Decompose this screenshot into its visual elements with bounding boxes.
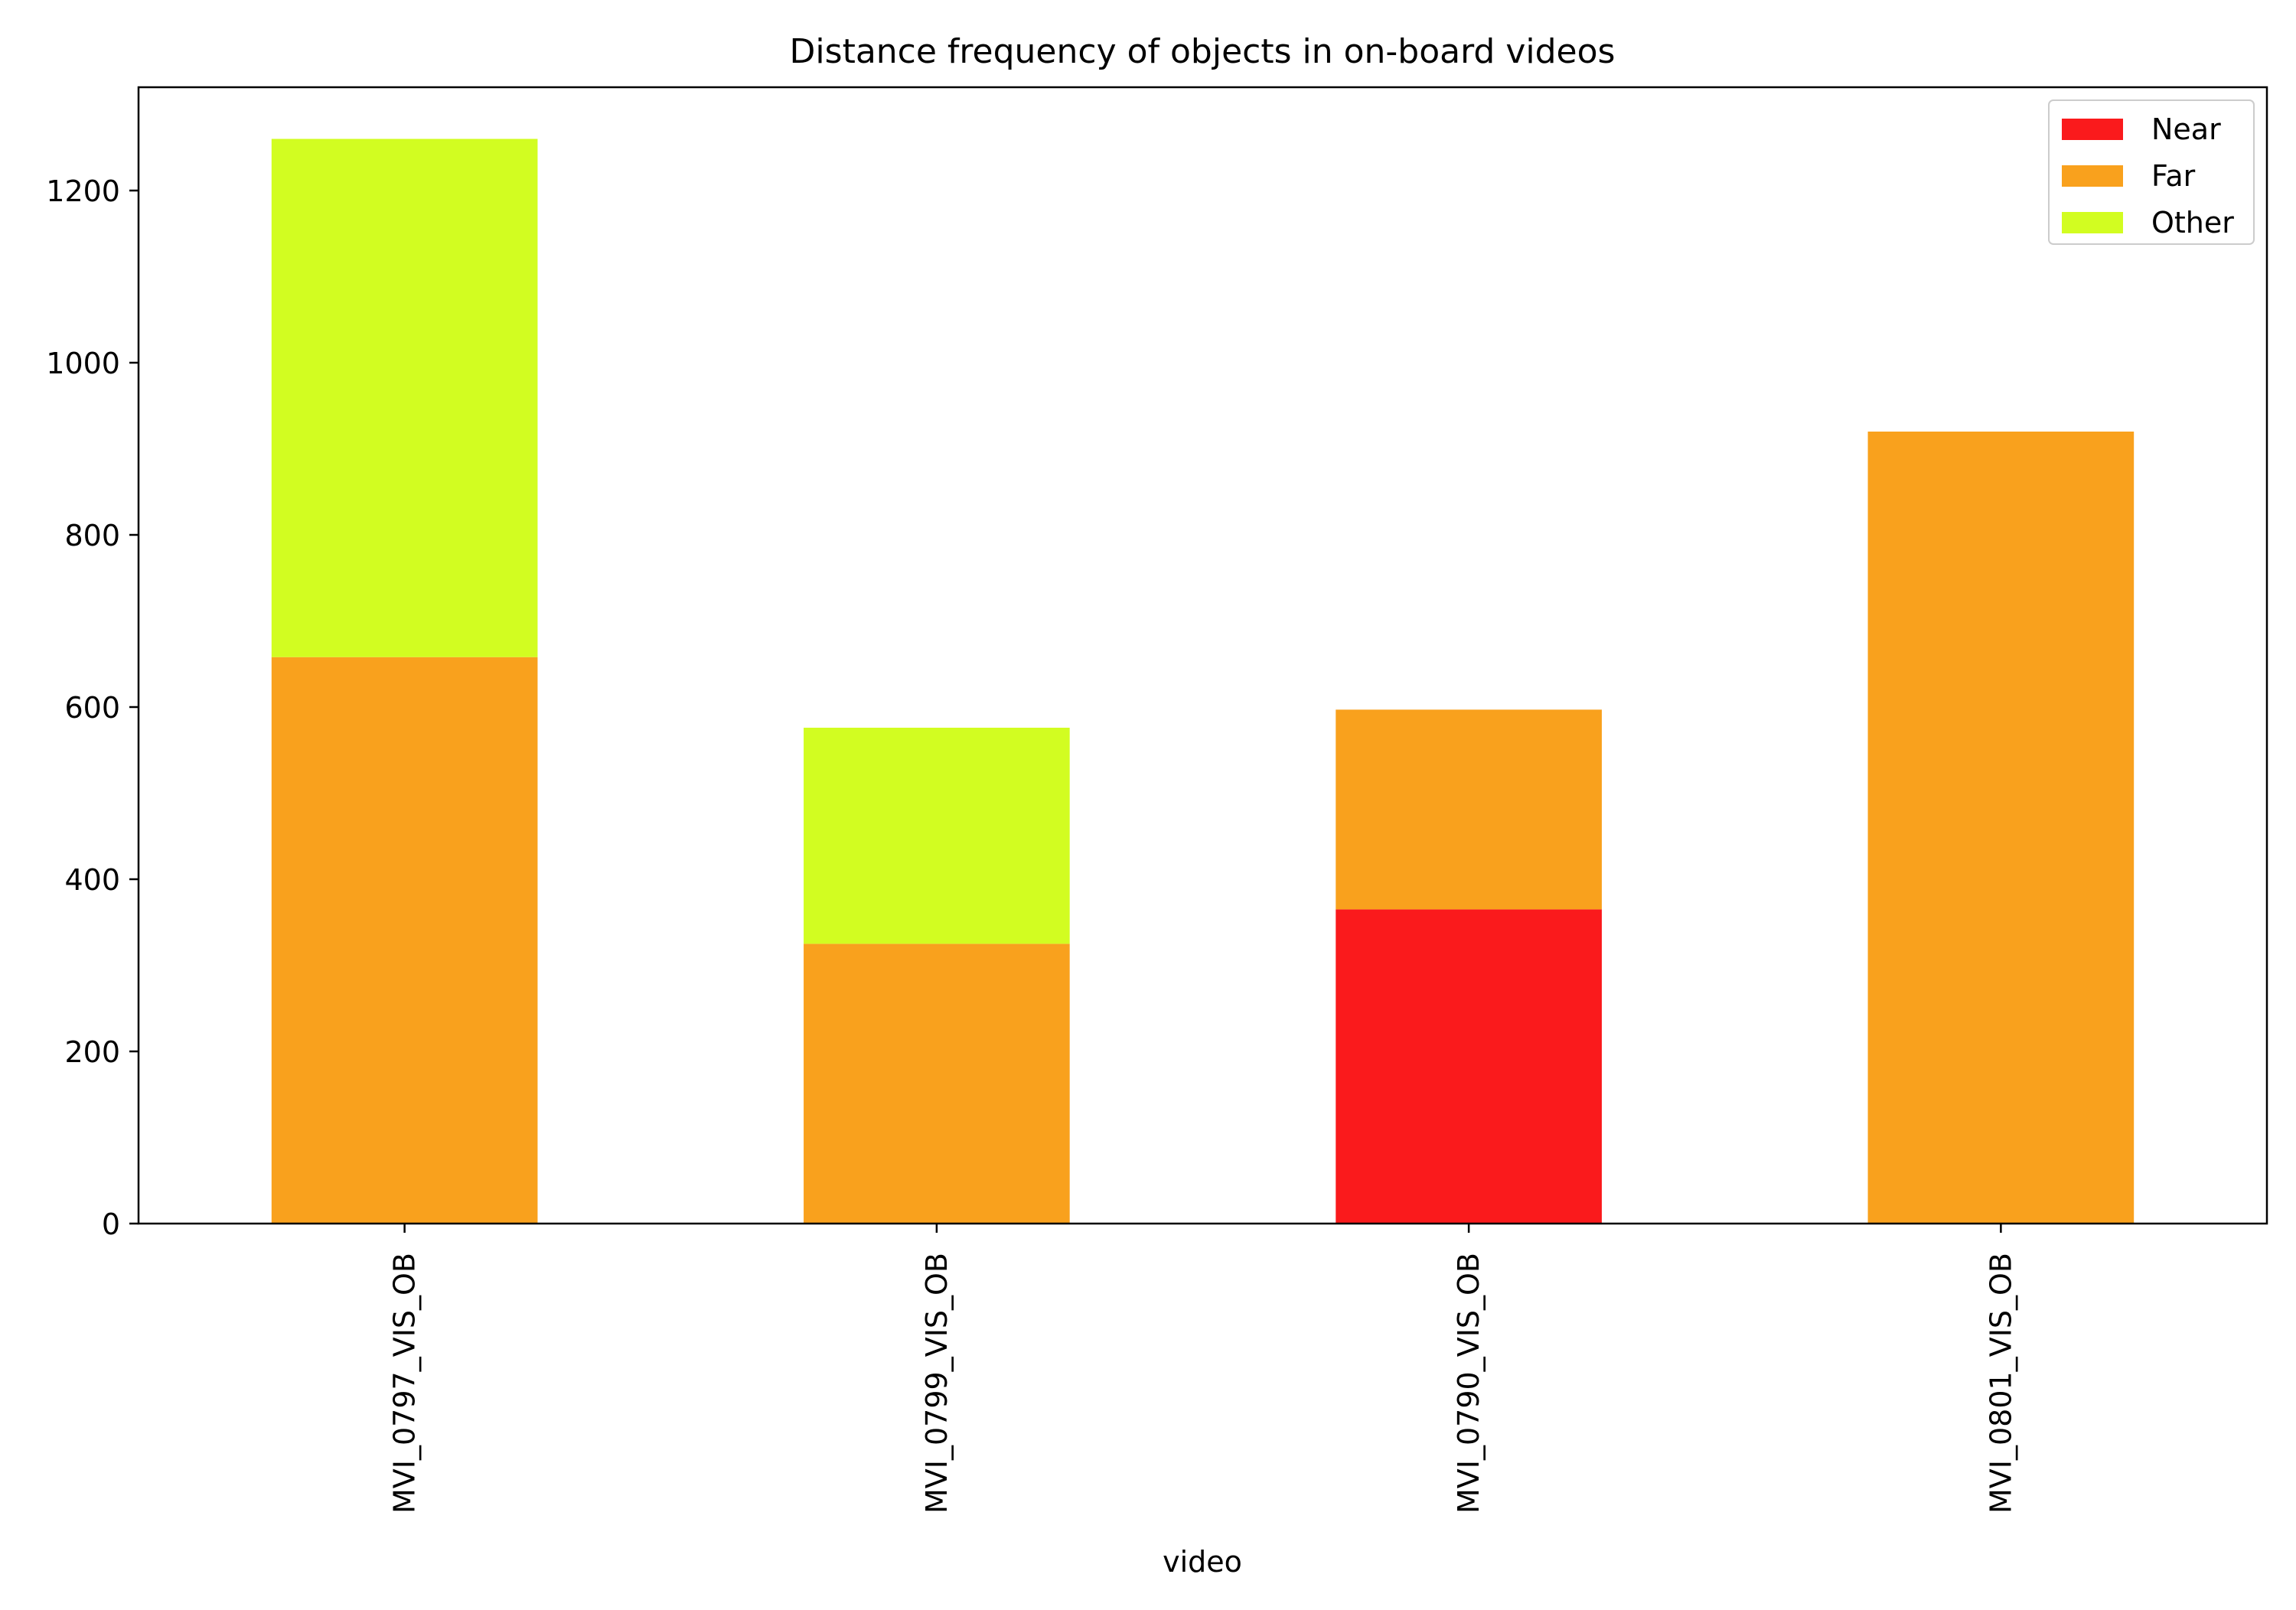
x-tick-label: MVI_0799_VIS_OB bbox=[920, 1253, 954, 1514]
legend-swatch-far bbox=[2062, 165, 2123, 187]
x-axis: MVI_0797_VIS_OB MVI_0799_VIS_OB MVI_0790_V… bbox=[388, 1224, 2017, 1514]
legend: Near Far Other bbox=[2048, 99, 2255, 245]
bar-other-2 bbox=[804, 728, 1070, 944]
bar-other-1 bbox=[271, 139, 538, 657]
bar-far-2 bbox=[804, 944, 1070, 1224]
bars-layer bbox=[271, 139, 2135, 1224]
x-tick-label: MVI_0797_VIS_OB bbox=[388, 1253, 422, 1514]
legend-label-far: Far bbox=[2151, 159, 2196, 193]
x-axis-title: video bbox=[1163, 1545, 1242, 1579]
y-tick-label: 800 bbox=[64, 519, 120, 552]
y-tick-label: 600 bbox=[64, 691, 120, 725]
y-axis: 0 200 400 600 800 1000 1200 bbox=[46, 174, 139, 1241]
legend-swatch-near bbox=[2062, 119, 2123, 140]
legend-label-near: Near bbox=[2151, 112, 2221, 146]
y-tick-label: 0 bbox=[102, 1208, 120, 1241]
x-tick-label: MVI_0790_VIS_OB bbox=[1452, 1253, 1486, 1514]
bar-near-3 bbox=[1336, 909, 1602, 1224]
bar-far-3 bbox=[1336, 709, 1602, 910]
y-tick-label: 400 bbox=[64, 863, 120, 897]
y-tick-label: 1200 bbox=[46, 174, 120, 208]
chart-title: Distance frequency of objects in on-boar… bbox=[790, 32, 1616, 71]
plot-frame bbox=[137, 86, 2268, 1225]
y-tick-label: 200 bbox=[64, 1035, 120, 1069]
bar-far-4 bbox=[1867, 432, 2135, 1224]
y-tick-label: 1000 bbox=[46, 347, 120, 380]
bar-far-1 bbox=[271, 657, 538, 1224]
legend-swatch-other bbox=[2062, 212, 2123, 233]
legend-label-other: Other bbox=[2151, 206, 2234, 240]
x-tick-label: MVI_0801_VIS_OB bbox=[1984, 1253, 2017, 1514]
